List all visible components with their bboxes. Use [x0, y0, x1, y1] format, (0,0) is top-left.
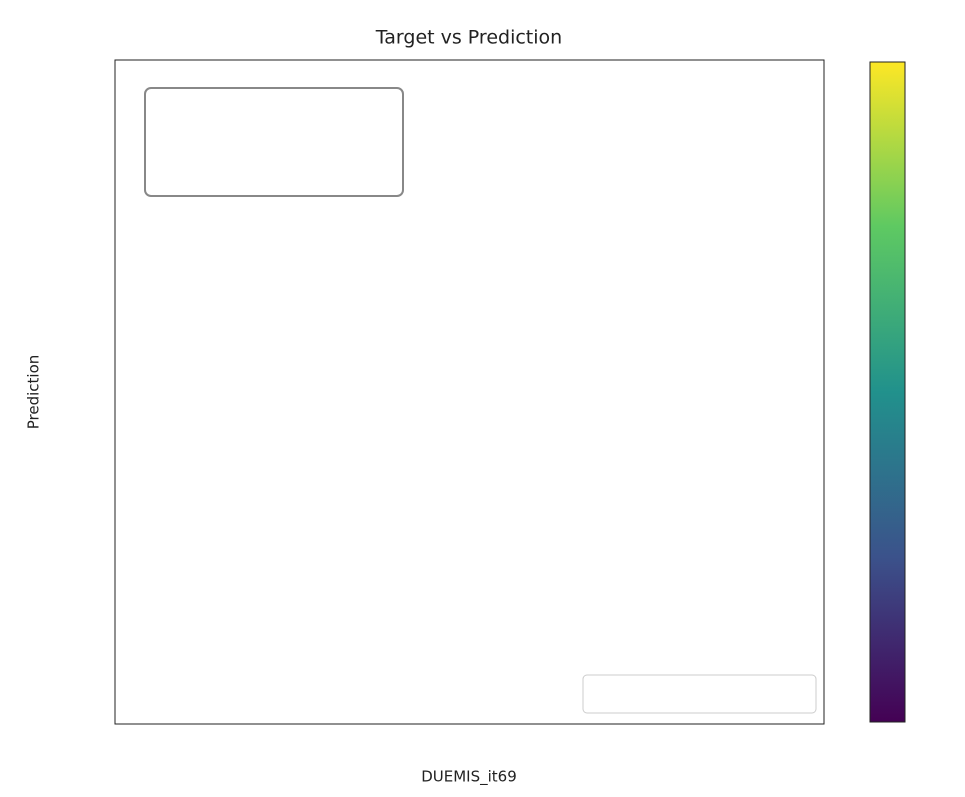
plot-frame	[114, 59, 825, 725]
stats-frame	[144, 87, 404, 197]
chart-title: Target vs Prediction	[375, 27, 562, 49]
legend	[582, 674, 817, 714]
stats-box	[144, 87, 404, 197]
y-axis-label: Prediction	[25, 355, 43, 430]
x-axis-label: DUEMIS_it69	[421, 768, 517, 787]
legend-frame	[582, 674, 817, 714]
colorbar	[869, 61, 906, 723]
